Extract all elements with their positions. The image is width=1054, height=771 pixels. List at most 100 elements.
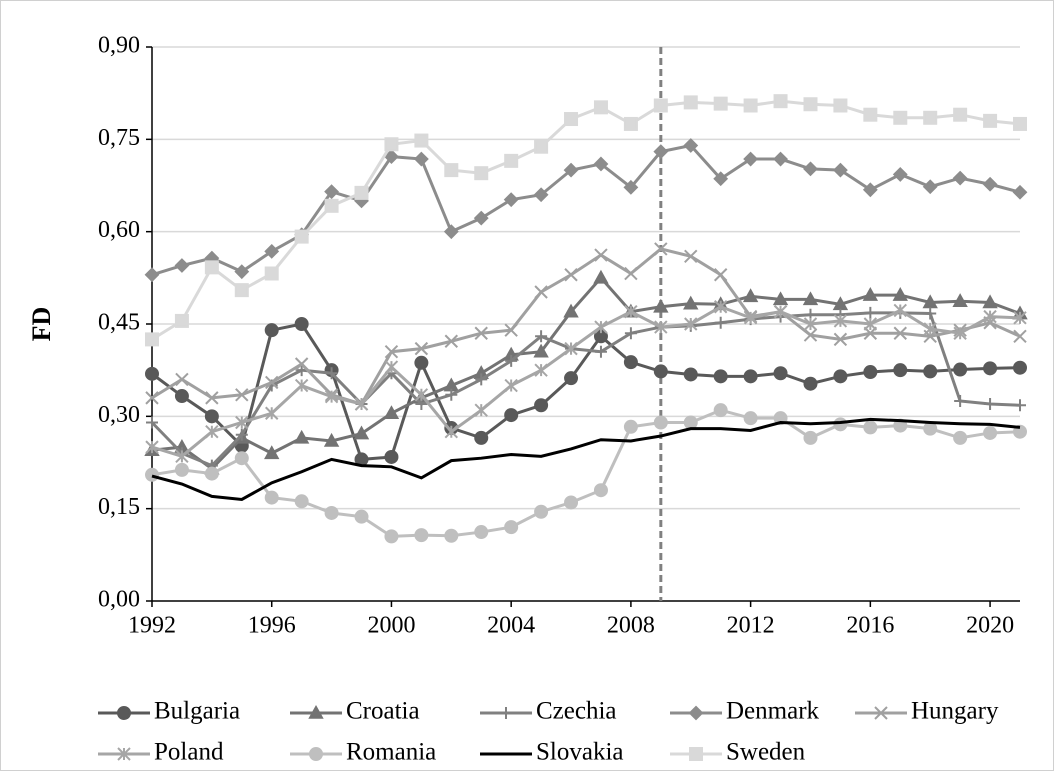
marker xyxy=(594,345,607,358)
marker xyxy=(234,283,249,298)
marker xyxy=(324,184,340,200)
marker xyxy=(563,303,579,318)
marker xyxy=(832,162,848,178)
marker xyxy=(802,291,819,306)
x-tick-label: 2016 xyxy=(846,613,894,639)
marker xyxy=(713,268,728,282)
y-tick-label: 0,75 xyxy=(98,125,140,151)
marker xyxy=(504,153,519,168)
marker xyxy=(594,320,608,334)
marker xyxy=(235,415,249,430)
marker xyxy=(414,133,429,148)
marker xyxy=(204,409,219,424)
marker xyxy=(874,706,888,720)
marker xyxy=(773,304,788,319)
marker xyxy=(983,113,998,128)
marker xyxy=(444,163,459,178)
marker xyxy=(1012,184,1028,200)
marker xyxy=(683,367,698,382)
marker xyxy=(653,298,669,313)
marker xyxy=(308,704,324,719)
marker xyxy=(174,258,190,273)
marker xyxy=(534,139,549,154)
marker xyxy=(713,369,728,384)
legend-label: Czechia xyxy=(536,698,617,725)
marker xyxy=(953,430,968,445)
legend-label: Bulgaria xyxy=(154,698,240,725)
marker xyxy=(174,462,189,477)
marker xyxy=(689,747,703,761)
marker xyxy=(293,429,310,444)
marker xyxy=(475,373,488,386)
marker xyxy=(533,187,549,203)
x-tick-label: 2000 xyxy=(367,613,415,639)
marker xyxy=(713,300,728,314)
marker xyxy=(623,179,639,195)
marker xyxy=(294,494,309,509)
x-tick-label: 1992 xyxy=(128,613,176,639)
series-line xyxy=(151,247,1021,406)
marker xyxy=(623,116,638,131)
marker xyxy=(863,365,878,380)
marker xyxy=(623,419,638,434)
marker xyxy=(234,451,249,466)
marker xyxy=(235,428,248,441)
marker xyxy=(504,520,519,535)
marker xyxy=(503,192,519,208)
marker xyxy=(309,747,323,761)
marker xyxy=(264,266,279,281)
marker xyxy=(593,269,609,284)
marker xyxy=(474,403,488,417)
marker xyxy=(654,320,668,334)
marker xyxy=(713,171,729,187)
marker xyxy=(624,304,638,319)
x-tick-label: 1996 xyxy=(248,613,296,639)
marker xyxy=(923,322,937,336)
legend-label: Croatia xyxy=(346,698,420,725)
marker xyxy=(294,229,309,244)
marker xyxy=(803,430,818,445)
legend-label: Hungary xyxy=(911,698,999,725)
marker xyxy=(146,416,158,429)
marker xyxy=(384,344,399,359)
marker xyxy=(473,210,489,226)
marker xyxy=(623,355,638,370)
marker xyxy=(145,440,159,454)
marker xyxy=(923,364,938,379)
marker xyxy=(474,525,489,540)
marker xyxy=(743,151,759,167)
marker xyxy=(384,529,399,544)
marker xyxy=(683,95,698,110)
marker xyxy=(324,389,339,404)
marker xyxy=(174,389,189,404)
marker xyxy=(117,747,131,761)
marker xyxy=(653,364,668,379)
marker xyxy=(863,107,878,122)
marker xyxy=(504,323,518,337)
marker xyxy=(684,317,698,331)
marker xyxy=(688,705,704,721)
marker xyxy=(772,291,789,306)
series xyxy=(145,94,1027,347)
marker xyxy=(773,94,788,109)
legend-label: Poland xyxy=(154,739,224,766)
marker xyxy=(654,242,668,256)
marker xyxy=(535,330,548,343)
marker xyxy=(384,149,399,164)
marker xyxy=(742,288,759,303)
marker xyxy=(354,397,369,411)
marker xyxy=(204,260,219,275)
marker xyxy=(833,369,848,384)
marker xyxy=(564,371,579,386)
marker xyxy=(924,307,937,320)
marker xyxy=(534,398,549,413)
marker xyxy=(864,306,877,319)
marker xyxy=(174,313,189,328)
y-tick-label: 0,60 xyxy=(98,217,140,243)
marker xyxy=(414,341,429,356)
marker xyxy=(445,388,458,401)
marker xyxy=(264,490,279,505)
y-tick-label: 0,45 xyxy=(98,310,140,336)
marker xyxy=(952,293,968,308)
marker xyxy=(893,303,907,318)
